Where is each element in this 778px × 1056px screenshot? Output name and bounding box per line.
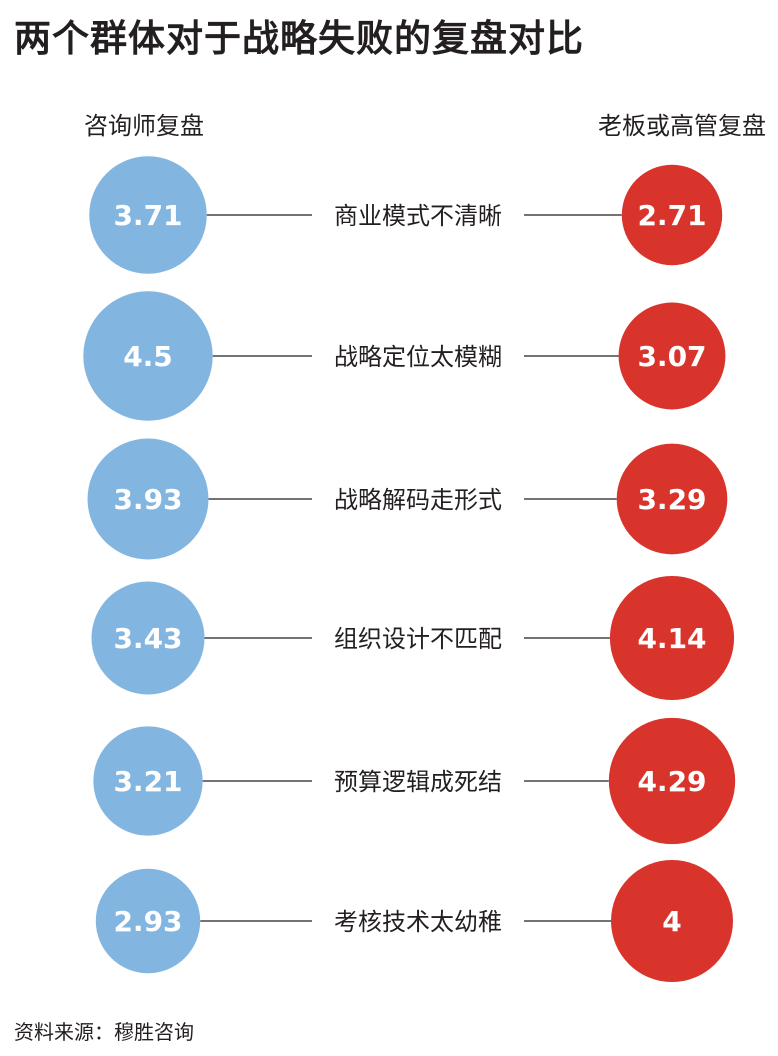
left-bubble	[91, 581, 205, 695]
left-bubble	[87, 438, 209, 560]
left-bubble	[95, 868, 201, 974]
category-label: 战略解码走形式	[334, 486, 502, 514]
left-value-label: 3.93	[113, 483, 182, 516]
right-value-label: 4	[662, 905, 681, 938]
right-bubble	[618, 302, 726, 410]
category-label: 商业模式不清晰	[334, 202, 502, 230]
right-bubble	[611, 860, 733, 982]
right-value-label: 2.71	[637, 199, 706, 232]
right-bubble	[609, 575, 735, 701]
right-value-label: 3.07	[637, 340, 706, 373]
left-series-header: 咨询师复盘	[84, 112, 204, 140]
left-value-label: 2.93	[113, 905, 182, 938]
right-bubble	[616, 443, 728, 555]
category-label: 战略定位太模糊	[334, 343, 502, 371]
left-bubble	[83, 291, 213, 421]
comparison-chart: 3.71 2.71 商业模式不清晰 4.5 3.07 战略定位太模糊 3.93 3.29 战略解…	[83, 156, 736, 982]
chart-title: 两个群体对于战略失败的复盘对比	[14, 17, 584, 60]
left-bubble	[89, 156, 207, 274]
category-label: 组织设计不匹配	[334, 625, 502, 653]
category-label: 考核技术太幼稚	[334, 908, 502, 936]
source-note: 资料来源：穆胜咨询	[14, 1020, 194, 1044]
left-value-label: 4.5	[123, 340, 173, 373]
right-value-label: 4.14	[637, 622, 706, 655]
category-label: 预算逻辑成死结	[334, 768, 502, 796]
right-bubble	[608, 717, 736, 845]
left-value-label: 3.71	[113, 199, 182, 232]
right-bubble	[621, 164, 723, 266]
left-value-label: 3.21	[113, 765, 182, 798]
left-value-label: 3.43	[113, 622, 182, 655]
right-value-label: 3.29	[637, 483, 706, 516]
right-series-header: 老板或高管复盘	[598, 112, 766, 140]
left-bubble	[93, 726, 203, 836]
right-value-label: 4.29	[637, 765, 706, 798]
